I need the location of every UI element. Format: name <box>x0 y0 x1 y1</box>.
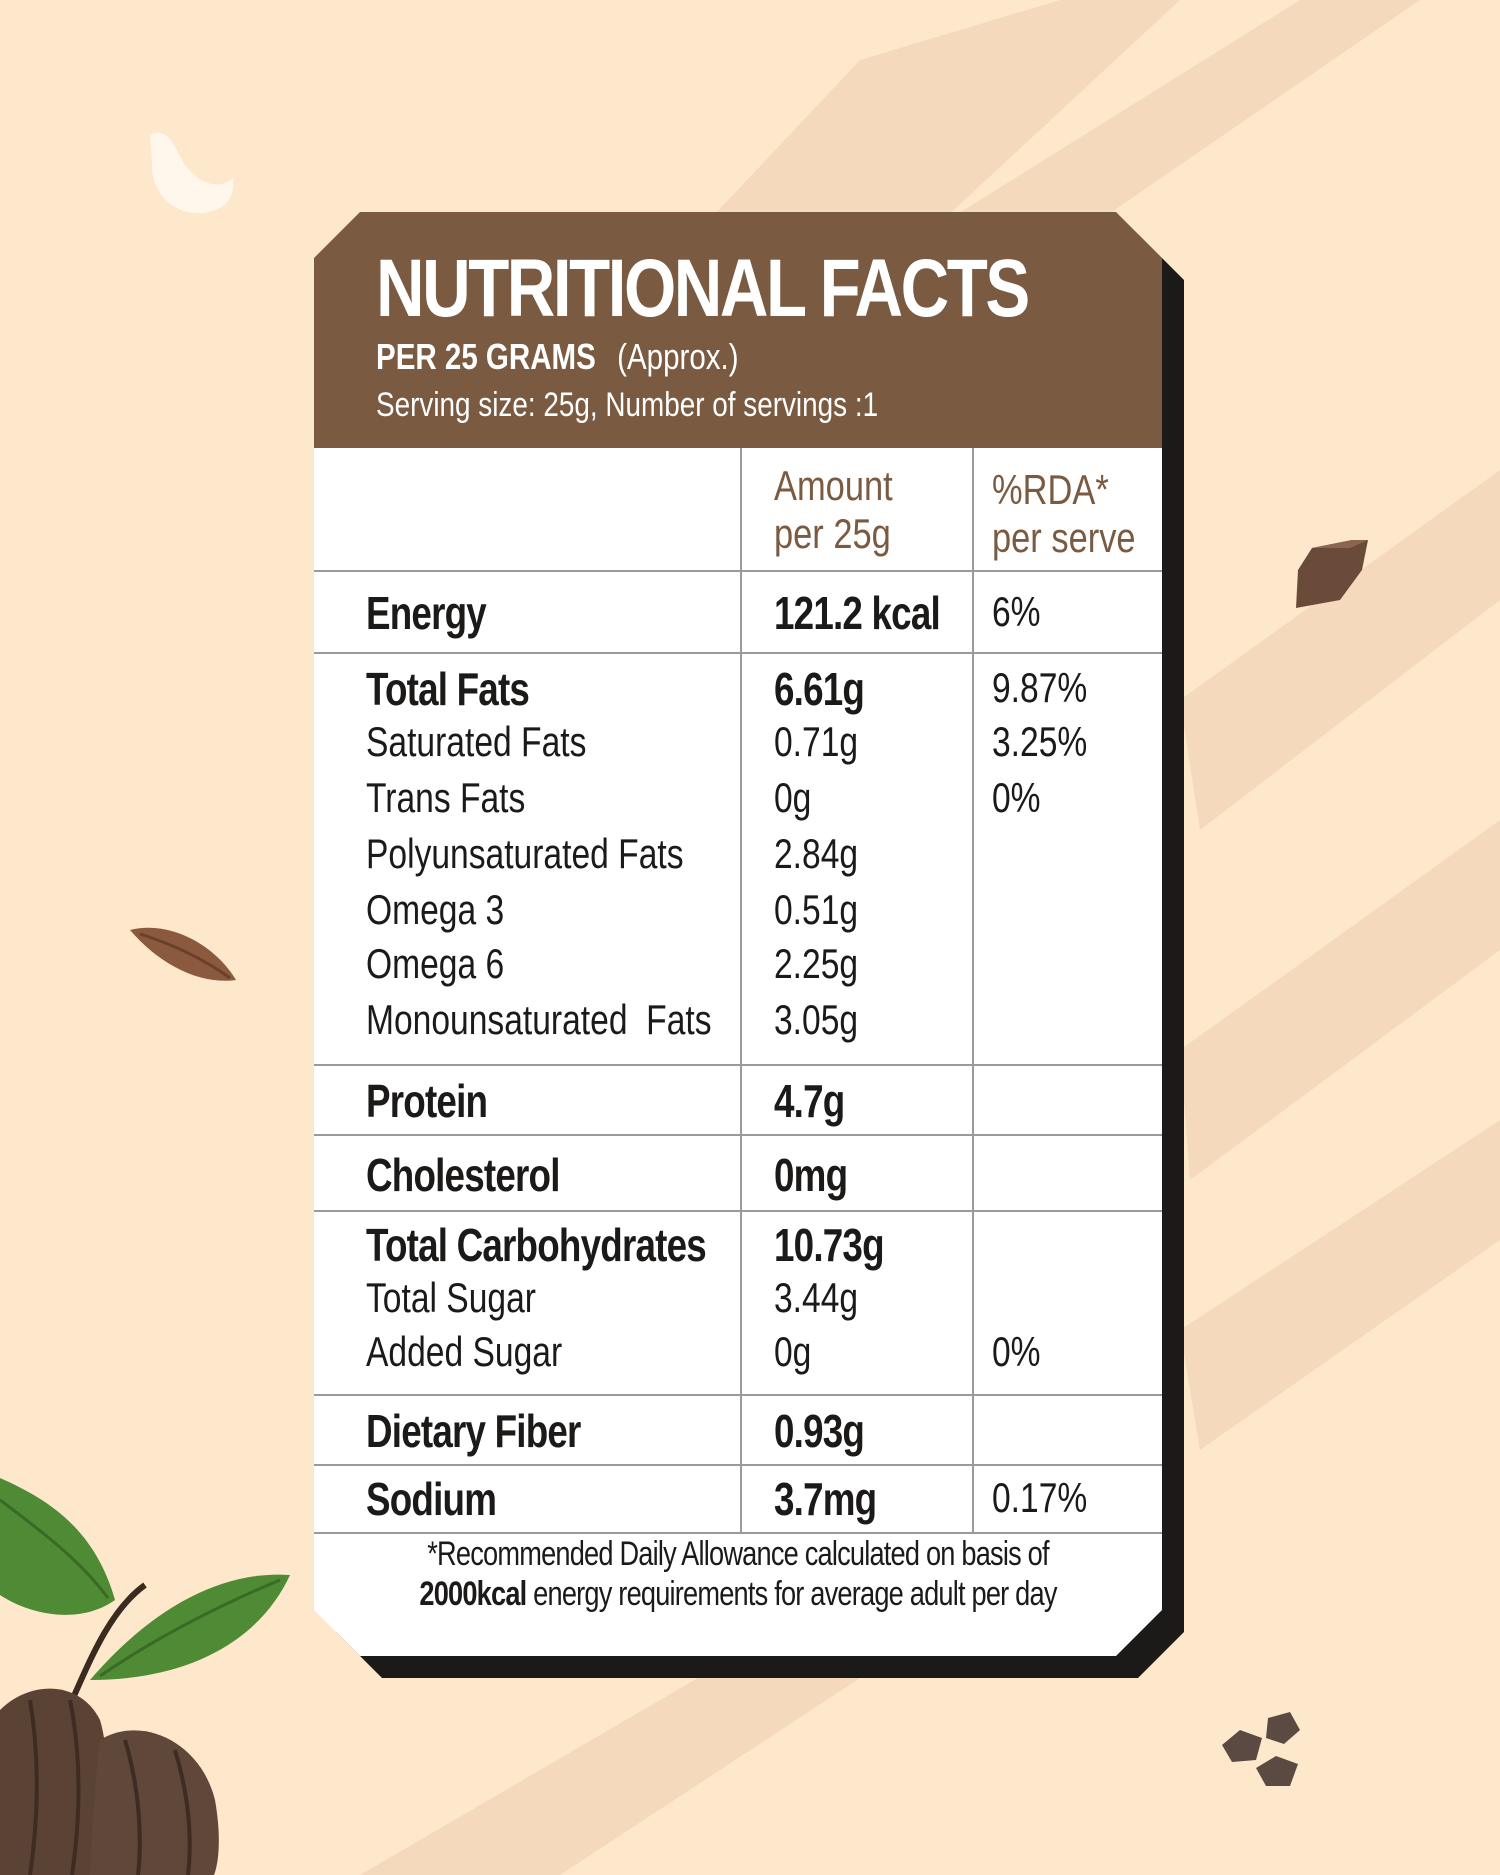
nutrient-name-polyunsaturated-fats: Polyunsaturated Fats <box>366 830 684 877</box>
amount-column-header: Amount per 25g <box>774 462 893 558</box>
footnote-kcal: 2000kcal <box>419 1575 527 1613</box>
nutrient-name-sodium: Sodium <box>366 1473 497 1525</box>
rda-header-line1: %RDA* <box>992 466 1109 513</box>
nutrient-name-monounsaturated-fats: Monounsaturated Fats <box>366 996 712 1043</box>
nutrient-rda-sodium: 0.17% <box>992 1474 1088 1521</box>
serving-info: Serving size: 25g, Number of servings :1 <box>376 386 879 424</box>
footnote-line2-rest: energy requirements for average adult pe… <box>526 1575 1057 1613</box>
nutrient-rda-saturated-fats: 3.25% <box>992 718 1088 765</box>
nutrient-name-total-sugar: Total Sugar <box>366 1274 536 1321</box>
cocoa-leaf-icon <box>0 1478 290 1707</box>
per-line: PER 25 GRAMS (Approx.) <box>376 336 739 378</box>
amount-header-line2: per 25g <box>774 510 891 557</box>
card-header: NUTRITIONAL FACTS PER 25 GRAMS (Approx.) … <box>314 212 1162 448</box>
nutrient-rda-total-fats: 9.87% <box>992 664 1088 711</box>
nutrient-amount-dietary-fiber: 0.93g <box>774 1405 865 1457</box>
column-divider <box>740 448 742 1532</box>
nutrient-name-saturated-fats: Saturated Fats <box>366 718 587 765</box>
nutrient-name-omega-6: Omega 6 <box>366 940 505 987</box>
nutrient-name-added-sugar: Added Sugar <box>366 1328 563 1375</box>
nutrient-amount-energy: 121.2 kcal <box>774 587 941 639</box>
card-body: NUTRITIONAL FACTS PER 25 GRAMS (Approx.) … <box>314 212 1162 1656</box>
approx-label: (Approx.) <box>617 336 739 377</box>
nutrient-name-total-carbohydrates: Total Carbohydrates <box>366 1219 707 1271</box>
nutrient-amount-total-fats: 6.61g <box>774 663 865 715</box>
cocoa-nib-icon <box>1222 1712 1300 1786</box>
page-title: NUTRITIONAL FACTS <box>376 243 1030 334</box>
rda-header-line2: per serve <box>992 514 1136 561</box>
nutrient-amount-trans-fats: 0g <box>774 774 812 821</box>
nutrient-name-cholesterol: Cholesterol <box>366 1149 560 1201</box>
row-divider <box>314 1064 1162 1066</box>
row-divider <box>314 1134 1162 1136</box>
nutrient-name-energy: Energy <box>366 587 487 639</box>
nutrient-name-trans-fats: Trans Fats <box>366 774 526 821</box>
row-divider <box>314 1210 1162 1212</box>
nutrient-amount-total-carbohydrates: 10.73g <box>774 1219 885 1271</box>
footnote-line2: 2000kcal energy requirements for average… <box>399 1574 1077 1614</box>
nutrient-amount-omega-6: 2.25g <box>774 940 859 987</box>
cocoa-bean-icon <box>1296 540 1368 608</box>
nutrient-amount-protein: 4.7g <box>774 1075 845 1127</box>
column-divider <box>972 448 974 1532</box>
cocoa-pod-icon <box>0 1688 219 1875</box>
footnote-line1: *Recommended Daily Allowance calculated … <box>427 1535 1049 1573</box>
nutrient-amount-polyunsaturated-fats: 2.84g <box>774 830 859 877</box>
nutrient-amount-sodium: 3.7mg <box>774 1473 877 1525</box>
nutrient-amount-total-sugar: 3.44g <box>774 1274 859 1321</box>
nutrient-rda-added-sugar: 0% <box>992 1328 1041 1375</box>
per-grams-label: PER 25 GRAMS <box>376 336 596 377</box>
nutrient-amount-saturated-fats: 0.71g <box>774 718 859 765</box>
row-divider <box>314 1464 1162 1466</box>
crescent-decoration <box>150 132 234 214</box>
nutrient-amount-omega-3: 0.51g <box>774 886 859 933</box>
row-divider <box>314 1394 1162 1396</box>
nutrient-name-dietary-fiber: Dietary Fiber <box>366 1405 581 1457</box>
nutrient-amount-added-sugar: 0g <box>774 1328 812 1375</box>
nutrient-rda-energy: 6% <box>992 588 1041 635</box>
amount-header-line1: Amount <box>774 462 893 509</box>
nutrient-name-protein: Protein <box>366 1075 488 1127</box>
row-divider <box>314 652 1162 654</box>
nutrient-name-total-fats: Total Fats <box>366 663 530 715</box>
nutrient-rda-trans-fats: 0% <box>992 774 1041 821</box>
nutrient-amount-cholesterol: 0mg <box>774 1149 848 1201</box>
nutrition-card: NUTRITIONAL FACTS PER 25 GRAMS (Approx.) … <box>314 212 1184 1678</box>
row-divider <box>314 1532 1162 1534</box>
nutrient-amount-monounsaturated-fats: 3.05g <box>774 996 859 1043</box>
row-divider <box>314 570 1162 572</box>
cocoa-bean-icon <box>130 927 236 981</box>
rda-column-header: %RDA* per serve <box>992 466 1136 562</box>
nutrient-name-omega-3: Omega 3 <box>366 886 505 933</box>
rda-footnote: *Recommended Daily Allowance calculated … <box>314 1534 1162 1614</box>
